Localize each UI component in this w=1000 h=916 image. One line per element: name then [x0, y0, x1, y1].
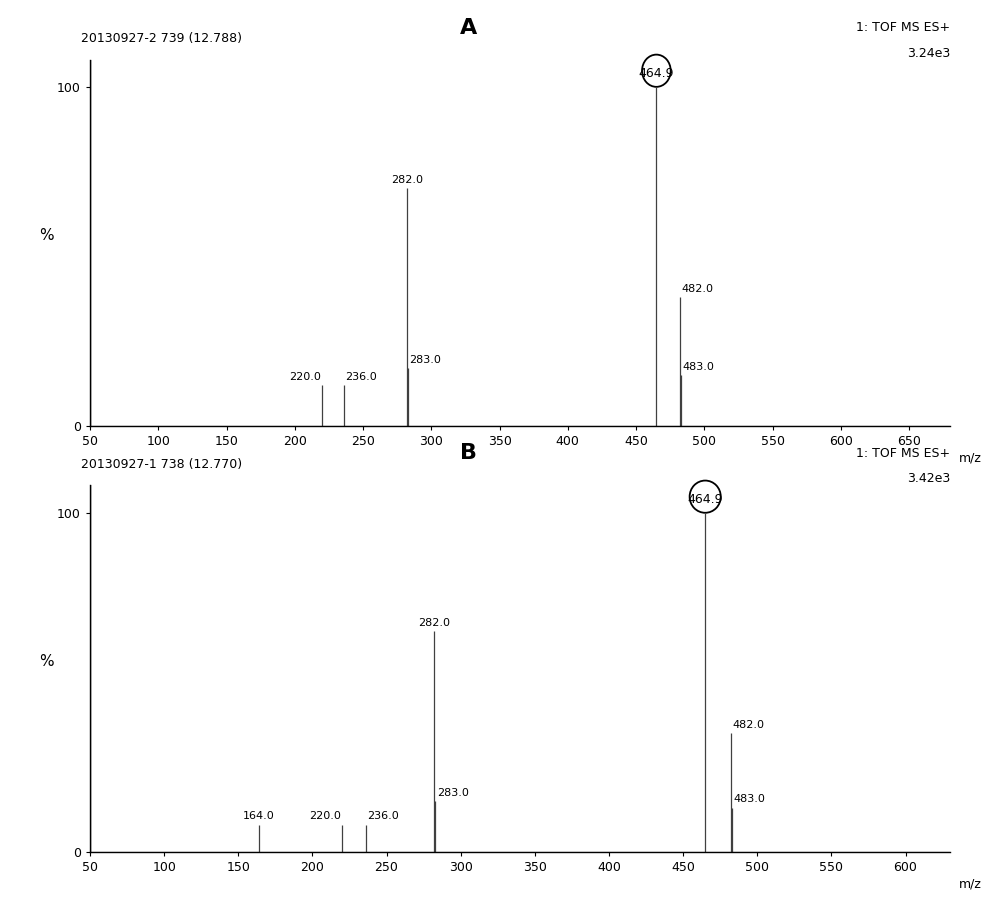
Text: m/z: m/z [959, 878, 981, 890]
Text: m/z: m/z [959, 452, 981, 464]
Text: 1: TOF MS ES+: 1: TOF MS ES+ [856, 21, 950, 34]
Text: 3.24e3: 3.24e3 [907, 47, 950, 60]
Text: 164.0: 164.0 [243, 812, 275, 822]
Text: 1: TOF MS ES+: 1: TOF MS ES+ [856, 447, 950, 460]
Text: 483.0: 483.0 [734, 794, 765, 804]
Text: 282.0: 282.0 [418, 618, 450, 628]
Text: 283.0: 283.0 [437, 788, 469, 798]
Text: 236.0: 236.0 [345, 372, 377, 382]
Text: 482.0: 482.0 [681, 284, 713, 294]
Text: 20130927-2 739 (12.788): 20130927-2 739 (12.788) [81, 32, 242, 45]
Text: 20130927-1 738 (12.770): 20130927-1 738 (12.770) [81, 458, 243, 471]
Text: 482.0: 482.0 [732, 720, 764, 730]
Text: 282.0: 282.0 [391, 175, 423, 185]
Y-axis label: %: % [39, 654, 53, 669]
Text: 464.9: 464.9 [687, 493, 723, 506]
Text: 464.9: 464.9 [639, 67, 674, 80]
Text: A: A [460, 17, 477, 38]
Text: 220.0: 220.0 [309, 812, 341, 822]
Text: B: B [460, 443, 477, 463]
Text: 236.0: 236.0 [367, 812, 399, 822]
Text: 220.0: 220.0 [289, 372, 321, 382]
Text: 3.42e3: 3.42e3 [907, 473, 950, 485]
Y-axis label: %: % [39, 228, 53, 243]
Text: 283.0: 283.0 [409, 354, 441, 365]
Text: 483.0: 483.0 [682, 362, 714, 372]
